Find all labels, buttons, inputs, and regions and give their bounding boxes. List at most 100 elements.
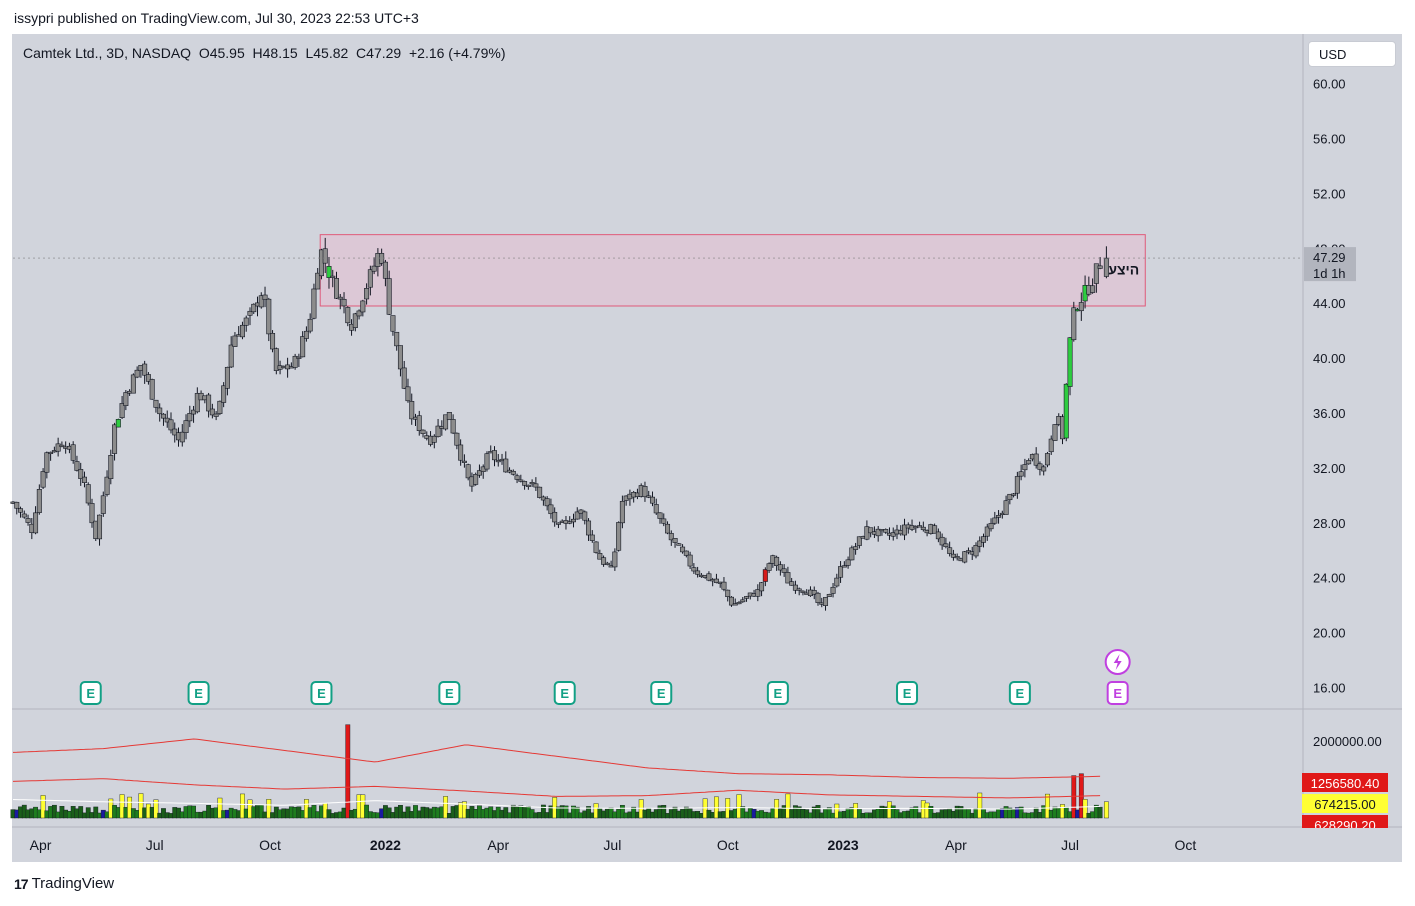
candle-body — [44, 452, 50, 473]
volume-bar — [619, 804, 625, 819]
candle-body — [134, 369, 140, 378]
candle-body — [266, 298, 272, 335]
candle-body — [981, 536, 987, 543]
volume-bar — [398, 805, 403, 819]
candle-body — [431, 435, 437, 443]
candle-body — [642, 486, 648, 498]
candle-body — [21, 513, 27, 518]
candle-body — [153, 399, 159, 408]
candle-body — [458, 444, 464, 461]
candle-body — [510, 470, 516, 475]
candle-body — [533, 483, 539, 488]
x-tick-label: Apr — [30, 837, 52, 853]
candle-body — [834, 577, 840, 587]
candle-body — [815, 592, 821, 603]
volume-bar — [540, 804, 546, 819]
candle-body — [322, 248, 328, 264]
candle-body — [108, 455, 114, 479]
candle-body — [657, 512, 663, 519]
candle-body — [168, 419, 174, 431]
candle-body — [104, 476, 110, 495]
candle-body — [935, 531, 941, 540]
candle-body — [157, 407, 163, 415]
y-tick-label: 36.00 — [1313, 406, 1346, 421]
candle-body — [119, 403, 125, 419]
currency-selector[interactable]: USD — [1308, 41, 1396, 67]
volume-upper-band — [12, 738, 1101, 779]
candle-body — [826, 594, 832, 597]
candle-body — [582, 511, 588, 521]
last-price-label: 47.29 — [1313, 250, 1346, 265]
candle-body — [450, 419, 456, 434]
candle-body — [996, 515, 1002, 518]
candle-body — [239, 324, 245, 338]
candle-body — [123, 392, 129, 407]
earnings-marker-label: E — [1016, 686, 1025, 701]
candle-body — [1078, 302, 1084, 312]
candle-body — [40, 471, 46, 488]
earnings-marker — [79, 681, 102, 705]
earnings-marker-label: E — [194, 686, 203, 701]
candle-body — [721, 581, 727, 590]
candle-body — [537, 486, 543, 498]
candle-body — [213, 413, 219, 417]
earnings-marker-label: E — [317, 686, 326, 701]
x-tick-label: Apr — [945, 837, 967, 853]
candle-body — [1014, 476, 1020, 494]
supply-zone-label: היצע — [1108, 262, 1139, 278]
candle-body — [130, 374, 136, 394]
candle-body — [382, 261, 388, 279]
volume-bar — [1045, 793, 1050, 819]
candle-body — [988, 523, 994, 530]
candle-body — [740, 599, 746, 603]
candle-body — [330, 275, 336, 278]
earnings-marker-label: E — [86, 686, 95, 701]
candle-body — [984, 526, 990, 537]
candle-body — [695, 570, 701, 575]
y-tick-label: 32.00 — [1313, 461, 1346, 476]
candle-body — [78, 469, 84, 479]
candle-body — [732, 603, 738, 606]
candle-body — [221, 385, 227, 403]
volume-bar — [40, 795, 46, 819]
candle-body — [251, 303, 257, 313]
volume-bar — [51, 804, 57, 819]
y-tick-label: 44.00 — [1313, 296, 1346, 311]
candle-body — [149, 379, 155, 400]
earnings-marker — [187, 681, 210, 705]
chart-panel[interactable] — [12, 34, 1402, 862]
candle-body — [612, 551, 618, 568]
volume-bar — [913, 806, 919, 819]
x-tick-label: Oct — [259, 837, 281, 853]
candle-body — [224, 366, 230, 389]
candle-body — [604, 562, 610, 565]
volume-bar — [345, 724, 351, 819]
candle-body — [454, 432, 460, 446]
candle-body — [337, 296, 343, 300]
candle-body — [950, 553, 956, 558]
candle-body — [593, 541, 599, 553]
volume-bar — [586, 806, 591, 819]
volume-layer — [10, 724, 1109, 819]
candle-body — [85, 484, 91, 504]
candle-body — [1052, 424, 1058, 441]
earnings-marker-label: E — [1113, 686, 1122, 701]
candle-body — [890, 532, 896, 537]
supply-zone — [319, 234, 1146, 307]
candle-body — [785, 572, 791, 584]
candle-body — [774, 556, 780, 566]
volume-bar — [240, 793, 245, 819]
footer-brand[interactable]: 17 TradingView — [14, 875, 114, 892]
candle-body — [939, 536, 945, 546]
candle-body — [676, 543, 682, 546]
candle-body — [796, 588, 802, 591]
candle-body — [70, 444, 76, 461]
candle-body — [461, 460, 467, 463]
candle-body — [849, 547, 855, 561]
candle-body — [243, 317, 249, 326]
volume-bar — [153, 799, 159, 819]
earnings-marker-label: E — [657, 686, 666, 701]
candle-body — [875, 528, 881, 537]
